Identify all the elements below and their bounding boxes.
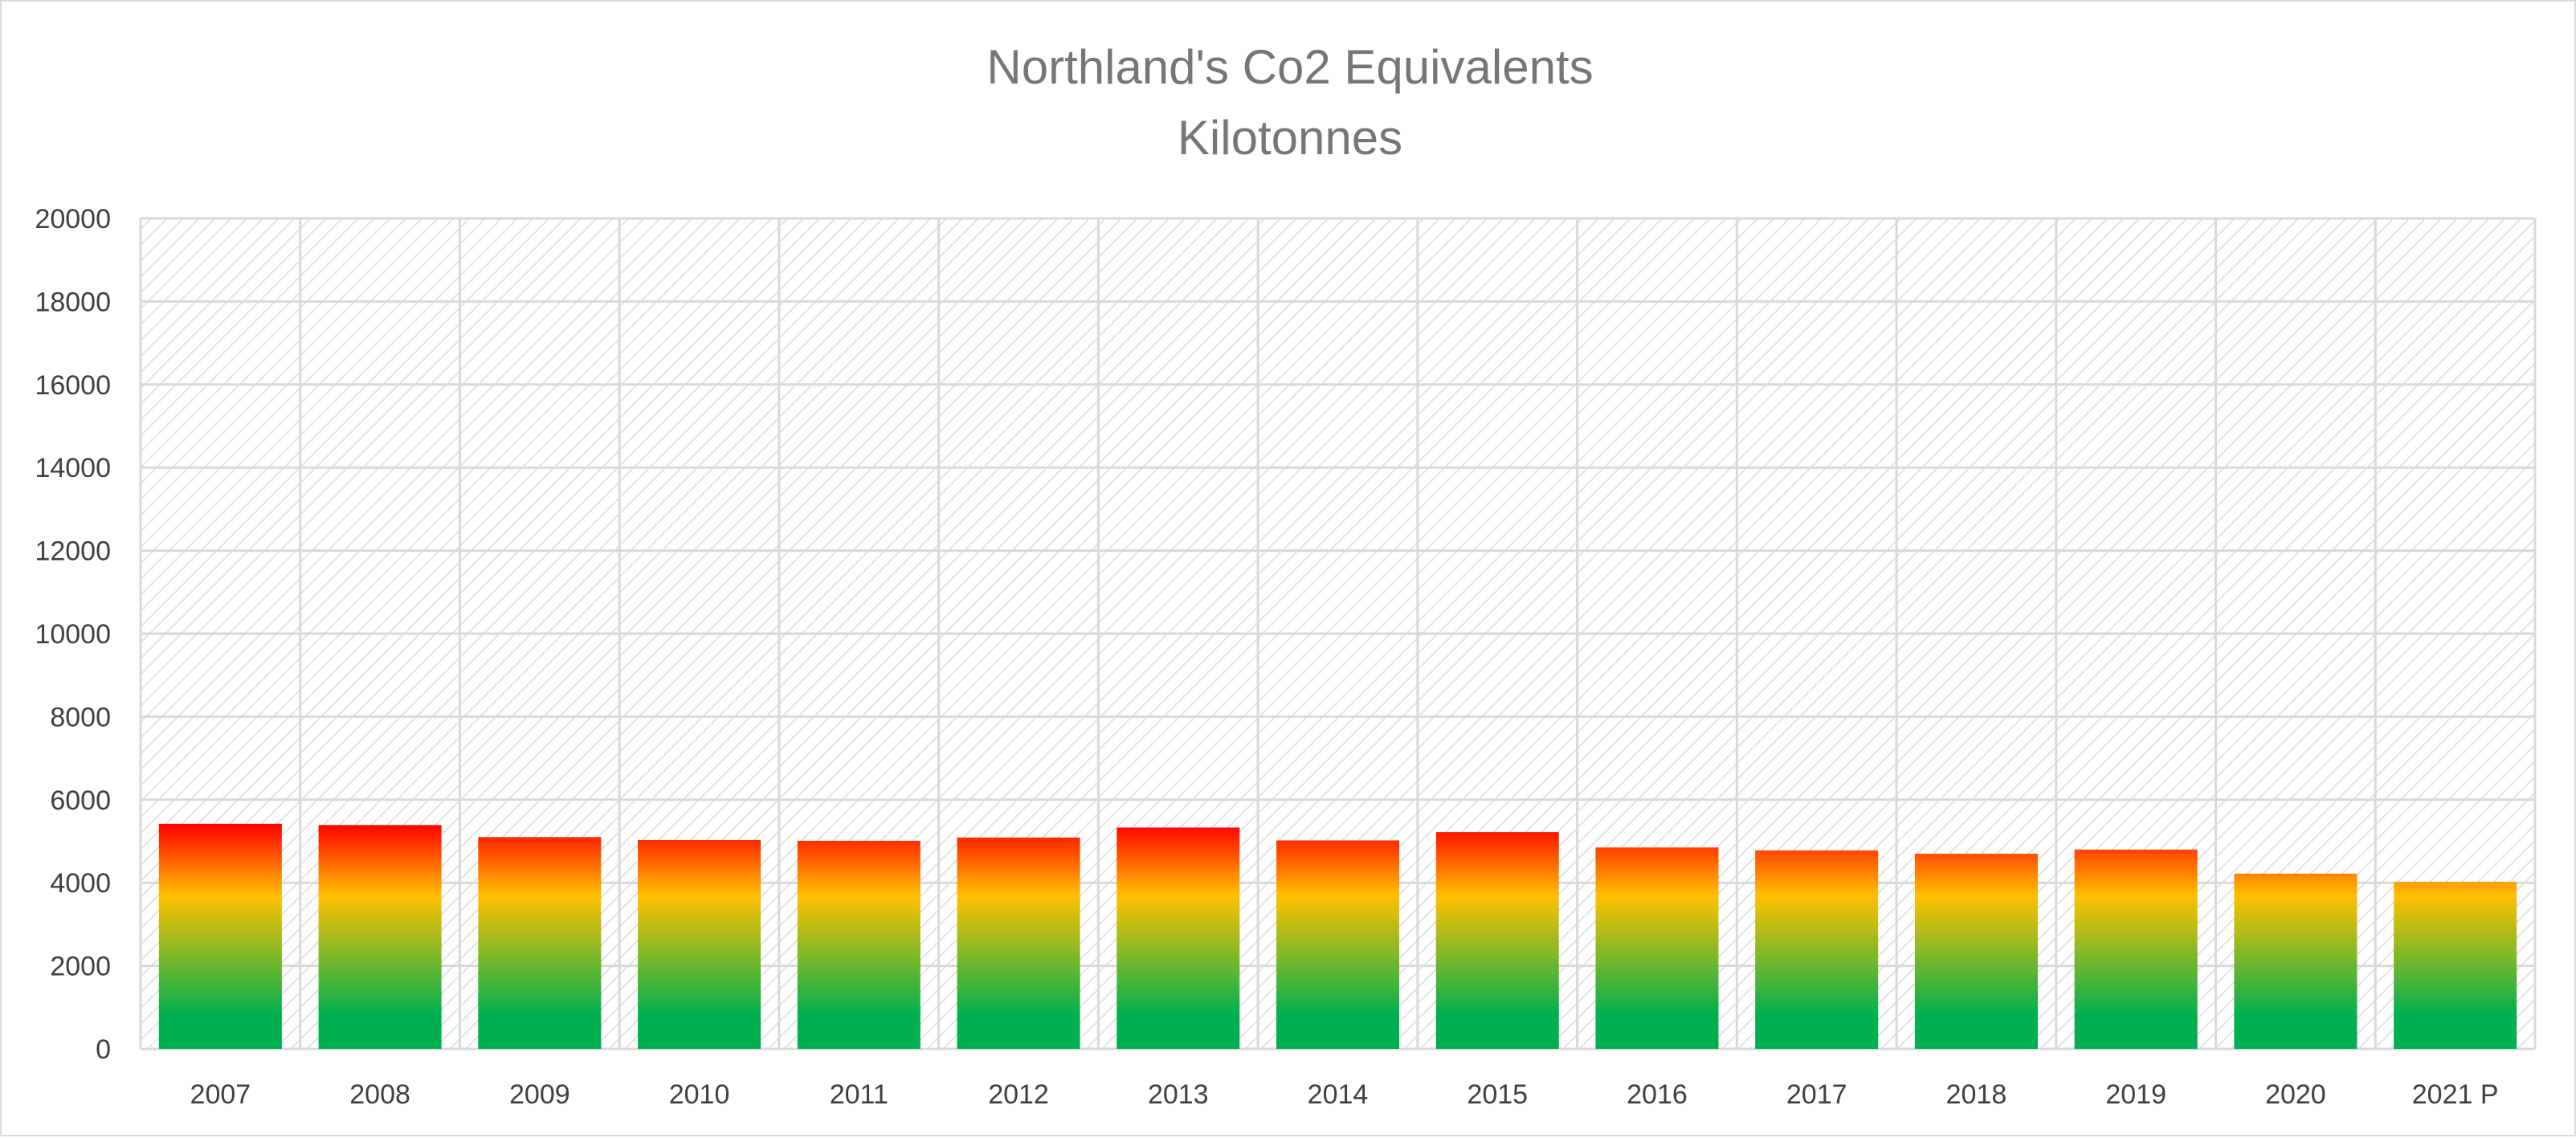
y-tick-label: 18000 xyxy=(35,287,111,317)
chart-subtitle: Kilotonnes xyxy=(1178,111,1402,165)
y-tick-label: 8000 xyxy=(50,702,111,732)
bar-2019 xyxy=(2074,849,2198,1049)
x-tick-label: 2011 xyxy=(830,1079,888,1110)
chart-title: Northland's Co2 Equivalents xyxy=(986,40,1593,94)
x-tick-label: 2008 xyxy=(349,1079,410,1110)
x-tick-label: 2015 xyxy=(1467,1079,1528,1110)
bar-2017 xyxy=(1755,850,1879,1049)
bar-2015 xyxy=(1435,832,1559,1049)
bar-2008 xyxy=(318,825,442,1049)
bar-2010 xyxy=(638,839,761,1049)
y-tick-label: 4000 xyxy=(50,868,111,899)
bar-2011 xyxy=(797,840,921,1049)
bar-2009 xyxy=(478,837,602,1049)
bar-2007 xyxy=(158,823,282,1049)
bar-2018 xyxy=(1914,854,2038,1049)
x-tick-label: 2010 xyxy=(669,1079,730,1110)
y-tick-label: 6000 xyxy=(50,785,111,816)
x-tick-label: 2013 xyxy=(1148,1079,1209,1110)
x-tick-label: 2014 xyxy=(1308,1079,1369,1110)
x-tick-label: 2017 xyxy=(1786,1079,1847,1110)
x-tick-label: 2019 xyxy=(2105,1079,2166,1110)
y-tick-label: 10000 xyxy=(35,619,111,650)
y-tick-label: 14000 xyxy=(35,453,111,483)
bar-2020 xyxy=(2234,873,2358,1049)
bar-2021-p xyxy=(2394,882,2517,1049)
x-tick-label: 2020 xyxy=(2265,1079,2326,1110)
x-tick-label: 2009 xyxy=(509,1079,570,1110)
y-tick-label: 2000 xyxy=(50,952,111,982)
bar-2016 xyxy=(1595,847,1719,1049)
y-tick-label: 12000 xyxy=(35,536,111,567)
x-tick-label: 2018 xyxy=(1946,1079,2007,1110)
x-tick-label: 2016 xyxy=(1627,1079,1688,1110)
bar-2013 xyxy=(1117,827,1240,1049)
y-tick-label: 16000 xyxy=(35,370,111,401)
y-tick-label: 0 xyxy=(96,1034,111,1065)
y-tick-label: 20000 xyxy=(35,204,111,235)
bar-2012 xyxy=(957,837,1080,1049)
x-tick-label: 2012 xyxy=(988,1079,1049,1110)
x-tick-label: 2021 P xyxy=(2412,1079,2499,1110)
bar-2014 xyxy=(1276,840,1400,1049)
x-tick-label: 2007 xyxy=(190,1079,251,1110)
